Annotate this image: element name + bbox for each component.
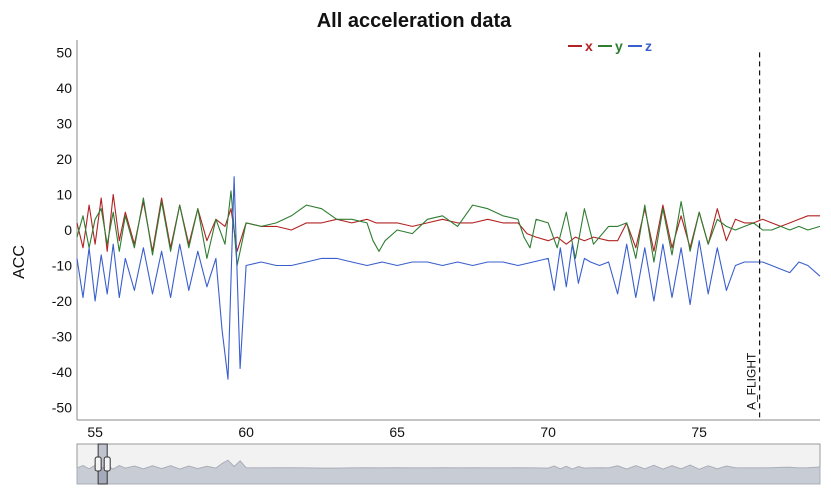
navigator-handle-right[interactable] xyxy=(103,456,111,472)
series-layer xyxy=(76,176,821,380)
navigator-handle-left[interactable] xyxy=(94,456,102,472)
y-tick-label-7: -20 xyxy=(52,293,72,309)
navigator-handle-right-grip[interactable] xyxy=(103,456,111,472)
legend-label-y: y xyxy=(615,38,623,54)
y-tick-label-4: 10 xyxy=(56,186,72,202)
navigator-series-area xyxy=(76,459,821,485)
navigator[interactable] xyxy=(76,443,821,485)
legend-item-z[interactable]: z xyxy=(628,38,652,54)
legend[interactable]: x y z xyxy=(568,38,652,54)
y-tick-label-8: -30 xyxy=(52,329,72,345)
y-tick-label-9: -40 xyxy=(52,364,72,380)
legend-item-x[interactable]: x xyxy=(568,38,593,54)
y-tick-label-6: -10 xyxy=(52,258,72,274)
annotation-label-0: A_FLIGHT xyxy=(745,352,759,410)
series-line-z xyxy=(76,176,821,380)
y-tick-label-3: 20 xyxy=(56,151,72,167)
annotation-layer: A_FLIGHT xyxy=(745,52,761,420)
y-tick-label-1: 40 xyxy=(56,80,72,96)
y-tick-label-5: 0 xyxy=(64,222,72,238)
navigator-handle-left-grip[interactable] xyxy=(94,456,102,472)
y-tick-label-2: 30 xyxy=(56,115,72,131)
x-tick-label-0: 55 xyxy=(87,424,103,440)
legend-label-z: z xyxy=(645,38,652,54)
x-tick-label-1: 60 xyxy=(238,424,254,440)
legend-item-y[interactable]: y xyxy=(598,38,623,54)
x-tick-label-3: 70 xyxy=(540,424,556,440)
y-tick-label-10: -50 xyxy=(52,400,72,416)
plot-frame xyxy=(76,40,820,421)
chart-title: All acceleration data xyxy=(317,10,512,32)
x-tick-label-4: 75 xyxy=(691,424,707,440)
y-axis-label: ACC xyxy=(11,245,28,279)
legend-label-x: x xyxy=(585,38,593,54)
y-tick-label-0: 50 xyxy=(56,44,72,60)
x-ticks: 55 60 65 70 75 xyxy=(87,424,707,440)
y-ticks: 50 40 30 20 10 0 -10 -20 -30 -40 -50 xyxy=(52,44,72,415)
series-line-y xyxy=(76,190,821,267)
x-tick-label-2: 65 xyxy=(389,424,405,440)
